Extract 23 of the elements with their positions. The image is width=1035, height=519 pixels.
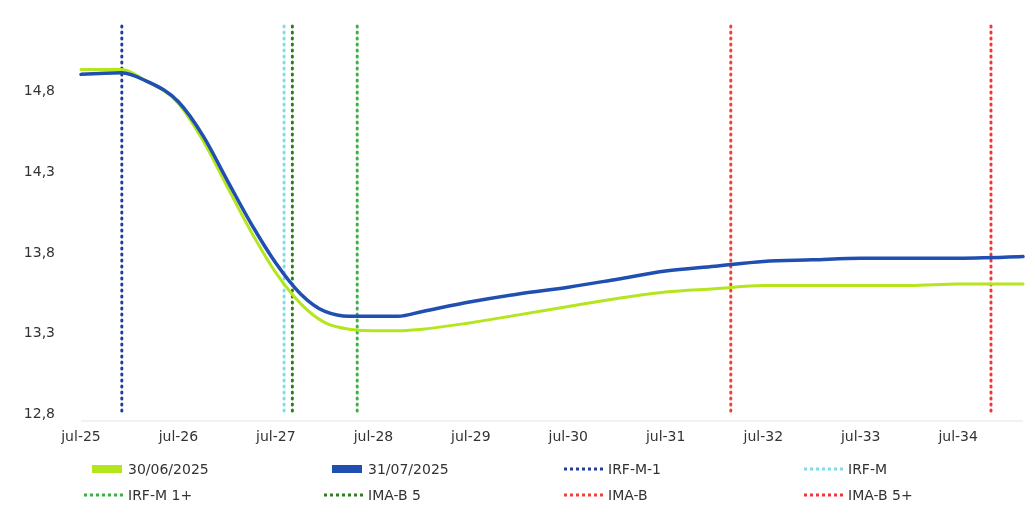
x-tick-label: jul-32 bbox=[742, 428, 784, 444]
y-tick-label: 14,8 bbox=[23, 82, 55, 99]
legend-label: IMA-B 5+ bbox=[848, 486, 913, 503]
x-tick-label: jul-30 bbox=[547, 428, 589, 444]
x-tick-label: jul-33 bbox=[839, 428, 881, 444]
legend-label: IMA-B bbox=[608, 486, 648, 503]
legend-label: IRF-M bbox=[848, 460, 888, 477]
y-tick-label: 12,8 bbox=[23, 404, 55, 421]
x-tick-label: jul-26 bbox=[157, 428, 199, 444]
x-tick-label: jul-25 bbox=[60, 428, 101, 444]
y-tick-label: 13,8 bbox=[23, 243, 55, 260]
x-tick-label: jul-28 bbox=[352, 428, 394, 444]
x-tick-label: jul-34 bbox=[937, 428, 978, 444]
y-tick-label: 13,3 bbox=[23, 324, 55, 341]
legend-label: 30/06/2025 bbox=[128, 460, 209, 477]
legend-label: IMA-B 5 bbox=[368, 486, 421, 503]
legend-label: IRF-M-1 bbox=[608, 460, 661, 477]
x-tick-label: jul-29 bbox=[450, 428, 491, 444]
y-tick-label: 14,3 bbox=[23, 163, 55, 180]
x-tick-label: jul-31 bbox=[644, 428, 686, 444]
legend-label: IRF-M 1+ bbox=[128, 486, 193, 503]
legend-label: 31/07/2025 bbox=[368, 460, 449, 477]
x-tick-label: jul-27 bbox=[255, 428, 296, 444]
